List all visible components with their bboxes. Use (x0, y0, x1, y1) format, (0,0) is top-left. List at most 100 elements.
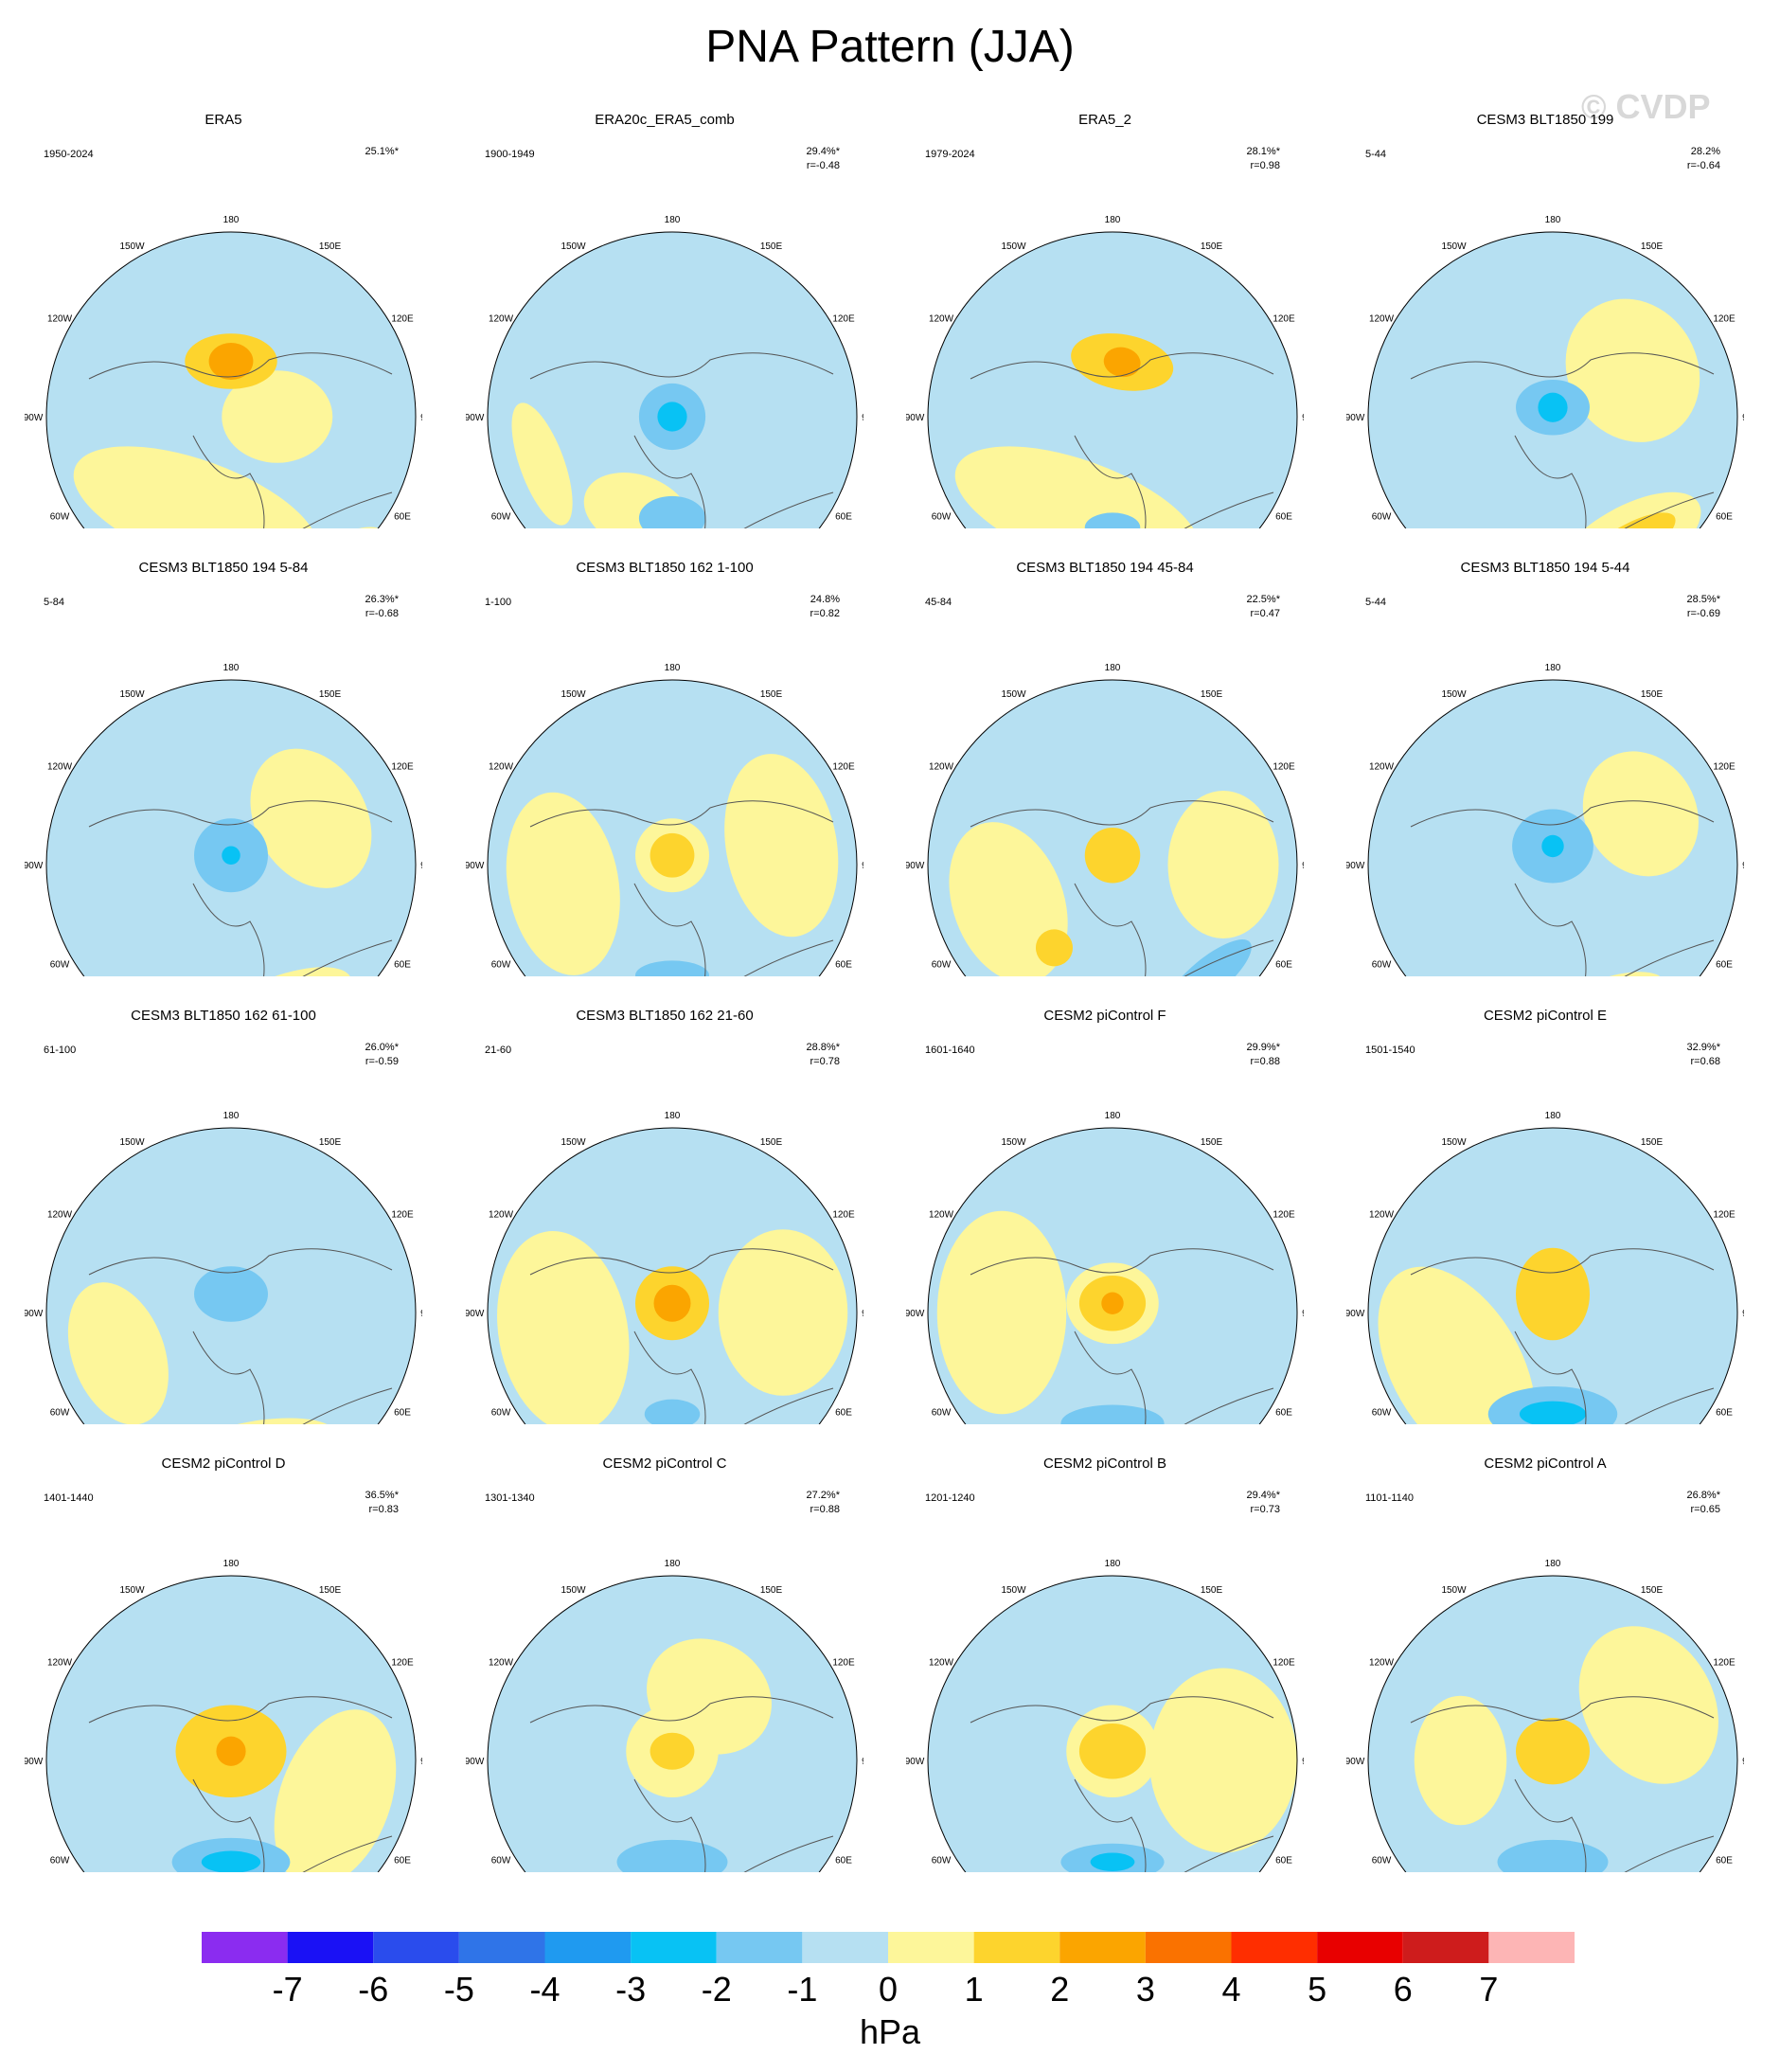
longitude-label: 60W (1372, 512, 1392, 523)
panel-title: CESM2 piControl C (602, 1456, 727, 1472)
longitude-label: 60W (1372, 1856, 1392, 1867)
positive-anomaly (1578, 1626, 1718, 1784)
longitude-label: 90E (1742, 1757, 1744, 1767)
polar-map: 180150E120E90E60E30E030W60W90W120W150W (466, 1111, 863, 1424)
longitude-label: 150E (1201, 1585, 1223, 1596)
coastline (970, 800, 1274, 976)
panel-variance-explained: 24.8% (810, 594, 840, 605)
panel-variance-explained: 26.8%* (1686, 1490, 1720, 1501)
longitude-label: 120E (1713, 762, 1736, 773)
positive-anomaly (1414, 1695, 1507, 1826)
coastline (1410, 1248, 1715, 1424)
longitude-label: 90W (466, 861, 485, 871)
panel-variance-explained: 28.8%* (806, 1042, 840, 1053)
longitude-label: 60E (1716, 512, 1733, 523)
longitude-label: 120E (1273, 1658, 1295, 1669)
map-panel: 180150E120E90E60E30E030W60W90W120W150WCE… (1346, 560, 1744, 976)
longitude-label: 120W (47, 1658, 73, 1669)
map-panel: 180150E120E90E60E30E030W60W90W120W150WCE… (1346, 1008, 1744, 1424)
negative-anomaly (644, 1399, 701, 1424)
longitude-label: 180 (223, 663, 240, 673)
panel-variance-explained: 25.1%* (365, 146, 399, 157)
map-border (487, 1575, 858, 1872)
panel-title: CESM2 piControl E (1483, 1008, 1608, 1024)
longitude-label: 60E (1275, 512, 1292, 523)
longitude-label: 90W (466, 413, 485, 423)
coastline (970, 1248, 1274, 1424)
longitude-label: 120E (391, 1658, 414, 1669)
coastline (1410, 352, 1715, 528)
longitude-label: 150E (760, 1585, 783, 1596)
negative-anomaly (657, 402, 687, 432)
longitude-label: 120W (489, 1210, 514, 1221)
longitude-label: 90W (906, 1309, 925, 1319)
longitude-label: 120E (832, 314, 855, 325)
map-panel: 180150E120E90E60E30E030W60W90W120W150WCE… (1346, 112, 1744, 528)
panel-period: 1501-1540 (1365, 1045, 1415, 1056)
colorbar-swatch (1231, 1932, 1318, 1963)
panel-variance-explained: 26.3%* (365, 594, 399, 605)
panel-period: 1950-2024 (44, 149, 94, 160)
longitude-label: 60E (1716, 1408, 1733, 1419)
longitude-label: 150E (1641, 689, 1664, 700)
panel-correlation: r=0.88 (810, 1504, 841, 1515)
positive-anomaly (1101, 1292, 1124, 1314)
longitude-label: 150W (1441, 1137, 1467, 1148)
longitude-label: 120W (1369, 1658, 1395, 1669)
longitude-label: 60E (1275, 1856, 1292, 1867)
panel-correlation: r=0.65 (1690, 1504, 1721, 1515)
panel-variance-explained: 28.5%* (1686, 594, 1720, 605)
positive-anomaly (1582, 751, 1699, 877)
longitude-label: 90W (25, 861, 44, 871)
panel-correlation: r=0.83 (368, 1504, 400, 1515)
longitude-label: 60E (1716, 1856, 1733, 1867)
longitude-label: 150E (760, 1137, 783, 1148)
panel-title: CESM3 BLT1850 162 61-100 (131, 1008, 316, 1024)
longitude-label: 120E (1273, 762, 1295, 773)
longitude-label: 60E (835, 960, 852, 971)
colorbar-tick-label: 7 (1479, 1970, 1499, 2009)
map-border (927, 231, 1298, 528)
longitude-label: 150W (119, 689, 145, 700)
figure-title: PNA Pattern (JJA) (705, 22, 1075, 72)
longitude-label: 150W (1001, 689, 1026, 700)
longitude-label: 90W (466, 1309, 485, 1319)
positive-anomaly (724, 754, 839, 938)
longitude-label: 180 (223, 215, 240, 225)
panel-correlation: r=0.68 (1690, 1056, 1721, 1067)
panel-period: 1900-1949 (485, 149, 535, 160)
coastline (1410, 1696, 1715, 1872)
polar-map: 180150E120E90E60E30E030W60W90W120W150W (466, 1559, 863, 1872)
panel-title: ERA5_2 (1078, 112, 1131, 128)
panel-correlation: r=0.78 (810, 1056, 841, 1067)
polar-map: 180150E120E90E60E30E030W60W90W120W150W (25, 215, 422, 528)
longitude-label: 60W (50, 1856, 70, 1867)
longitude-label: 120W (929, 762, 954, 773)
longitude-label: 180 (1105, 1559, 1121, 1569)
colorbar-swatch (1402, 1932, 1489, 1963)
panel-variance-explained: 28.1%* (1246, 146, 1280, 157)
panel-title: CESM3 BLT1850 162 1-100 (576, 560, 754, 576)
map-border (45, 679, 417, 976)
longitude-label: 60W (491, 512, 511, 523)
colorbar-tick-label: 5 (1308, 1970, 1327, 2009)
positive-anomaly (67, 1282, 169, 1424)
longitude-label: 90E (420, 1757, 422, 1767)
longitude-label: 90E (420, 1309, 422, 1319)
panel-title: CESM2 piControl F (1043, 1008, 1166, 1024)
negative-anomaly (1538, 392, 1568, 422)
longitude-label: 60W (50, 512, 70, 523)
map-panel: 180150E120E90E60E30E030W60W90W120W150WER… (906, 112, 1304, 528)
longitude-label: 60W (1372, 1408, 1392, 1419)
polar-map: 180150E120E90E60E30E030W60W90W120W150W (25, 663, 422, 976)
colorbar-swatch (631, 1932, 717, 1963)
panel-period: 1101-1140 (1365, 1492, 1414, 1504)
negative-anomaly (638, 495, 706, 528)
longitude-label: 180 (665, 1559, 681, 1569)
longitude-label: 60W (932, 512, 952, 523)
longitude-label: 150E (1201, 1137, 1223, 1148)
colorbar-tick-label: -2 (701, 1970, 732, 2009)
panel-period: 1201-1240 (925, 1492, 975, 1504)
positive-anomaly (1103, 347, 1141, 378)
longitude-label: 90W (1346, 413, 1365, 423)
